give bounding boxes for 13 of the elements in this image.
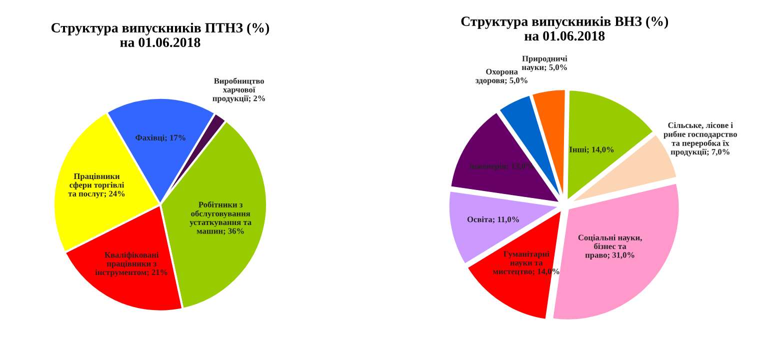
slice-label: Працівники сфери торгівлі та послуг; 24% xyxy=(68,173,125,198)
slice-label: Інші; 14,0% xyxy=(569,146,614,154)
slice-label: Освіта; 11,0% xyxy=(467,216,519,224)
slice-label: Виробництво харчової продукції; 2% xyxy=(212,78,265,103)
slice-label: Робітники з обслуговування устаткування та машин; 36% xyxy=(190,201,252,236)
slice-label: Соціальні науки, бізнес та право; 31,0% xyxy=(578,234,642,260)
slice-label: Природничі науки; 5,0% xyxy=(522,55,568,72)
slice-label: Сільське, лісове і рибне господарство та переробка їх продукції; 7,0% xyxy=(664,122,737,156)
slice-label: Фахівці; 17% xyxy=(136,134,186,142)
slice-label: інженерія; 13,0% xyxy=(470,163,534,171)
chart-title: Структура випускників ПТНЗ (%) на 01.06.2018 xyxy=(51,22,270,48)
chart-title: Структура випускників ВНЗ (%) на 01.06.2018 xyxy=(461,16,668,41)
slice-label: Кваліфіковані працівники з інструментом; 21% xyxy=(95,252,168,277)
